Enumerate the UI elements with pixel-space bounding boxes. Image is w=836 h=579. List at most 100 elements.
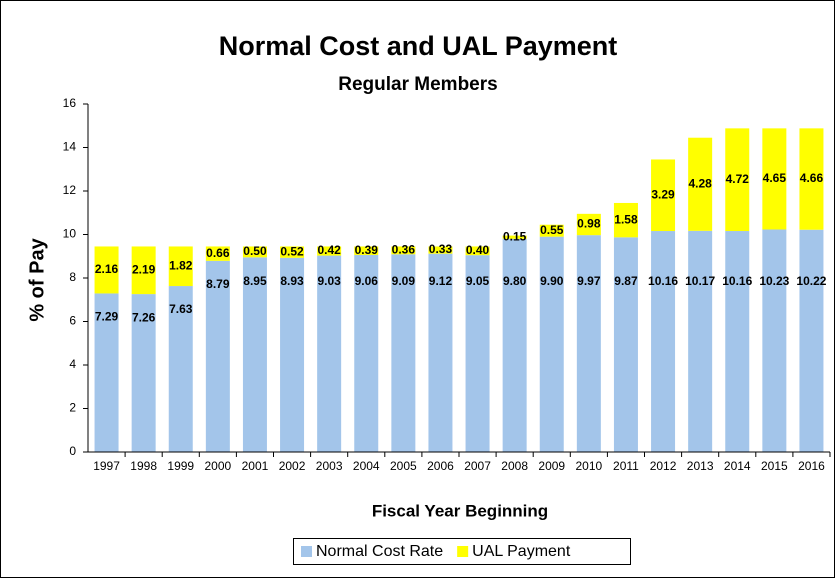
data-label: 9.12 [429,274,453,288]
data-label: 10.16 [648,274,678,288]
data-label: 0.98 [577,217,601,231]
bar-segment [725,128,750,232]
bar-segment [688,230,713,452]
bar-segment [280,257,305,452]
data-label: 8.93 [280,274,304,288]
y-tick-label: 16 [63,96,77,110]
bar-segment [465,246,490,256]
data-label: 0.40 [466,243,490,257]
x-tick-label: 2013 [687,459,714,473]
data-label: 9.09 [392,274,416,288]
data-label: 8.95 [243,274,267,288]
data-label: 8.79 [206,277,230,291]
y-tick-label: 0 [69,444,76,458]
bar-segment [131,246,156,295]
bar-segment [539,224,564,237]
data-label: 0.15 [503,229,527,243]
bar-segment [205,246,230,261]
bar-segment [799,229,824,452]
bar-segment [131,294,156,452]
bar-segment [391,246,416,255]
bar-segment [354,246,379,255]
data-label: 4.65 [763,171,787,185]
legend-label: Normal Cost Rate [316,543,443,560]
data-label: 1.82 [169,258,193,272]
data-label: 10.17 [685,274,715,288]
bar-segment [502,238,527,452]
data-label: 2.19 [132,262,156,276]
data-label: 10.23 [759,274,789,288]
bar-segment [465,255,490,452]
bar-segment [539,236,564,452]
data-label: 4.72 [726,172,750,186]
x-tick-label: 2004 [353,459,380,473]
bar-segment [205,260,230,452]
chart-title: Normal Cost and UAL Payment [219,31,618,61]
y-tick-label: 10 [63,227,77,241]
data-label: 0.50 [243,244,267,258]
data-label: 10.22 [796,274,826,288]
data-label: 9.05 [466,274,490,288]
bar-segment [280,246,305,258]
x-tick-label: 2012 [650,459,677,473]
x-tick-label: 2000 [204,459,231,473]
data-label: 9.97 [577,274,601,288]
x-tick-label: 2007 [464,459,491,473]
data-label: 0.52 [280,244,304,258]
x-tick-label: 1997 [93,459,120,473]
x-tick-label: 2011 [613,459,639,473]
data-label: 0.33 [429,242,453,256]
x-tick-label: 2005 [390,459,417,473]
data-label: 0.42 [317,243,341,257]
legend-swatch [457,546,469,557]
data-label: 7.26 [132,310,156,324]
data-label: 0.66 [206,246,230,260]
bar-segment [428,246,453,254]
y-tick-label: 14 [63,140,77,154]
data-label: 0.39 [355,243,379,257]
data-label: 9.90 [540,274,564,288]
data-label: 9.06 [355,274,379,288]
data-label: 9.80 [503,274,527,288]
bar-segment [94,246,119,294]
bar-segment [428,253,453,452]
data-label: 9.03 [317,274,341,288]
x-tick-label: 2003 [316,459,343,473]
y-tick-label: 4 [69,357,76,371]
y-tick-label: 8 [69,270,76,284]
bar-segment [576,235,601,452]
x-tick-label: 1998 [130,459,157,473]
x-tick-label: 2016 [798,459,825,473]
chart-subtitle: Regular Members [338,74,497,95]
x-tick-label: 2001 [242,459,269,473]
legend-swatch [301,546,312,557]
bar-segment [613,237,638,452]
y-tick-label: 6 [69,314,76,328]
bar-segment [613,202,638,238]
bar-segment [354,254,379,452]
data-label: 3.29 [651,187,675,201]
bar-segment [317,255,342,452]
data-label: 0.55 [540,223,564,237]
x-tick-label: 2010 [575,459,602,473]
bar-segment [242,246,267,258]
bar-segment [576,213,601,236]
x-tick-label: 2008 [501,459,528,473]
data-label: 2.16 [95,262,119,276]
bar-segment [391,254,416,452]
bar-segment [317,246,342,256]
y-tick-label: 2 [69,401,76,415]
bar-segment [242,257,267,452]
data-label: 4.66 [800,171,824,185]
bar-segment [799,128,824,230]
data-label: 0.36 [392,243,416,257]
data-label: 10.16 [722,274,752,288]
bar-segment [688,137,713,231]
x-tick-label: 2002 [279,459,306,473]
data-label: 4.28 [688,176,712,190]
bar-segment [762,128,787,230]
legend-label: UAL Payment [472,543,571,560]
data-label: 1.58 [614,212,638,226]
bar-segment [651,231,676,452]
